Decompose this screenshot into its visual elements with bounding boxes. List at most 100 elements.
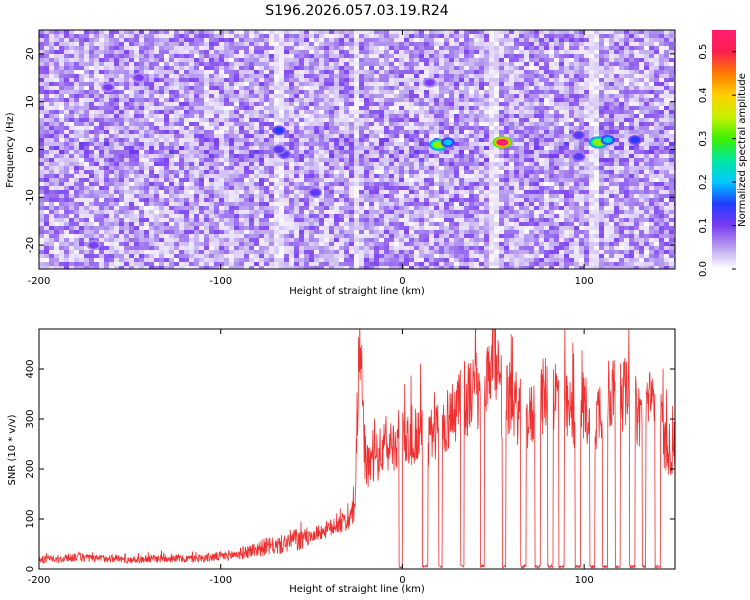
heatmap-cell	[124, 134, 129, 138]
heatmap-cell	[184, 218, 189, 222]
heatmap-cell	[299, 174, 304, 178]
heatmap-cell	[39, 62, 44, 66]
heatmap-cell	[349, 98, 354, 102]
heatmap-cell	[174, 190, 179, 194]
heatmap-cell	[399, 158, 404, 162]
heatmap-cell	[214, 218, 219, 222]
heatmap-cell	[109, 158, 114, 162]
heatmap-cell	[44, 214, 49, 218]
heatmap-cell	[199, 138, 204, 142]
heatmap-cell	[194, 170, 199, 174]
heatmap-cell	[49, 86, 54, 90]
heatmap-cell	[364, 42, 369, 46]
heatmap-cell	[54, 146, 59, 150]
heatmap-cell	[244, 66, 249, 70]
heatmap-cell	[44, 230, 49, 234]
heatmap-cell	[274, 94, 279, 98]
heatmap-cell	[274, 38, 279, 42]
heatmap-cell	[364, 86, 369, 90]
heatmap-cell	[274, 78, 279, 82]
heatmap-cell	[119, 210, 124, 214]
heatmap-cell	[124, 174, 129, 178]
heatmap-cell	[109, 262, 114, 266]
heatmap-cell	[294, 54, 299, 58]
heatmap-cell	[214, 106, 219, 110]
heatmap-cell	[309, 254, 314, 258]
heatmap-cell	[114, 262, 119, 266]
heatmap-cell	[344, 46, 349, 50]
heatmap-cell	[449, 34, 454, 38]
heatmap-cell	[359, 258, 364, 262]
heatmap-cell	[114, 178, 119, 182]
heatmap-cell	[234, 142, 239, 146]
heatmap-cell	[59, 178, 64, 182]
heatmap-cell	[234, 58, 239, 62]
heatmap-cell	[189, 154, 194, 158]
heatmap-cell	[74, 234, 79, 238]
heatmap-cell	[389, 222, 394, 226]
heatmap-cell	[314, 98, 319, 102]
heatmap-cell	[384, 186, 389, 190]
heatmap-cell	[164, 126, 169, 130]
heatmap-cell	[79, 46, 84, 50]
heatmap-cell	[344, 218, 349, 222]
heatmap-cell	[89, 118, 94, 122]
heatmap-cell	[149, 202, 154, 206]
heatmap-cell	[79, 226, 84, 230]
heatmap-cell	[284, 194, 289, 198]
heatmap-cell	[179, 126, 184, 130]
heatmap-cell	[189, 98, 194, 102]
heatmap-cell	[59, 258, 64, 262]
heatmap-cell	[384, 66, 389, 70]
heatmap-cell	[119, 98, 124, 102]
heatmap-cell	[139, 194, 144, 198]
heatmap-cell	[214, 74, 219, 78]
heatmap-cell	[89, 222, 94, 226]
heatmap-cell	[359, 66, 364, 70]
heatmap-cell	[264, 82, 269, 86]
heatmap-cell	[139, 198, 144, 202]
heatmap-cell	[354, 178, 359, 182]
heatmap-cell	[389, 122, 394, 126]
heatmap-cell	[84, 126, 89, 130]
heatmap-cell	[294, 238, 299, 242]
heatmap-cell	[254, 126, 259, 130]
heatmap-cell	[444, 122, 449, 126]
heatmap-cell	[139, 190, 144, 194]
heatmap-cell	[434, 30, 439, 34]
heatmap-cell	[414, 246, 419, 250]
heatmap-cell	[439, 238, 444, 242]
heatmap-cell	[329, 170, 334, 174]
heatmap-cell	[239, 130, 244, 134]
heatmap-cell	[184, 258, 189, 262]
heatmap-cell	[239, 206, 244, 210]
heatmap-cell	[224, 158, 229, 162]
heatmap-cell	[109, 134, 114, 138]
heatmap-cell	[189, 194, 194, 198]
heatmap-cell	[214, 126, 219, 130]
heatmap-cell	[299, 42, 304, 46]
heatmap-cell	[254, 90, 259, 94]
heatmap-cell	[334, 90, 339, 94]
heatmap-cell	[69, 42, 74, 46]
heatmap-cell	[369, 122, 374, 126]
heatmap-cell	[219, 190, 224, 194]
heatmap-cell	[214, 138, 219, 142]
heatmap-cell	[264, 234, 269, 238]
heatmap-cell	[309, 134, 314, 138]
heatmap-cell	[309, 70, 314, 74]
heatmap-cell	[89, 82, 94, 86]
heatmap-cell	[289, 50, 294, 54]
heatmap-cell	[239, 42, 244, 46]
heatmap-cell	[199, 170, 204, 174]
heatmap-cell	[419, 158, 424, 162]
heatmap-cell	[209, 62, 214, 66]
heatmap-cell	[79, 94, 84, 98]
heatmap-cell	[99, 82, 104, 86]
heatmap-cell	[154, 150, 159, 154]
heatmap-cell	[159, 186, 164, 190]
heatmap-cell	[314, 266, 319, 269]
heatmap-cell	[104, 238, 109, 242]
heatmap-cell	[274, 170, 279, 174]
heatmap-cell	[94, 106, 99, 110]
